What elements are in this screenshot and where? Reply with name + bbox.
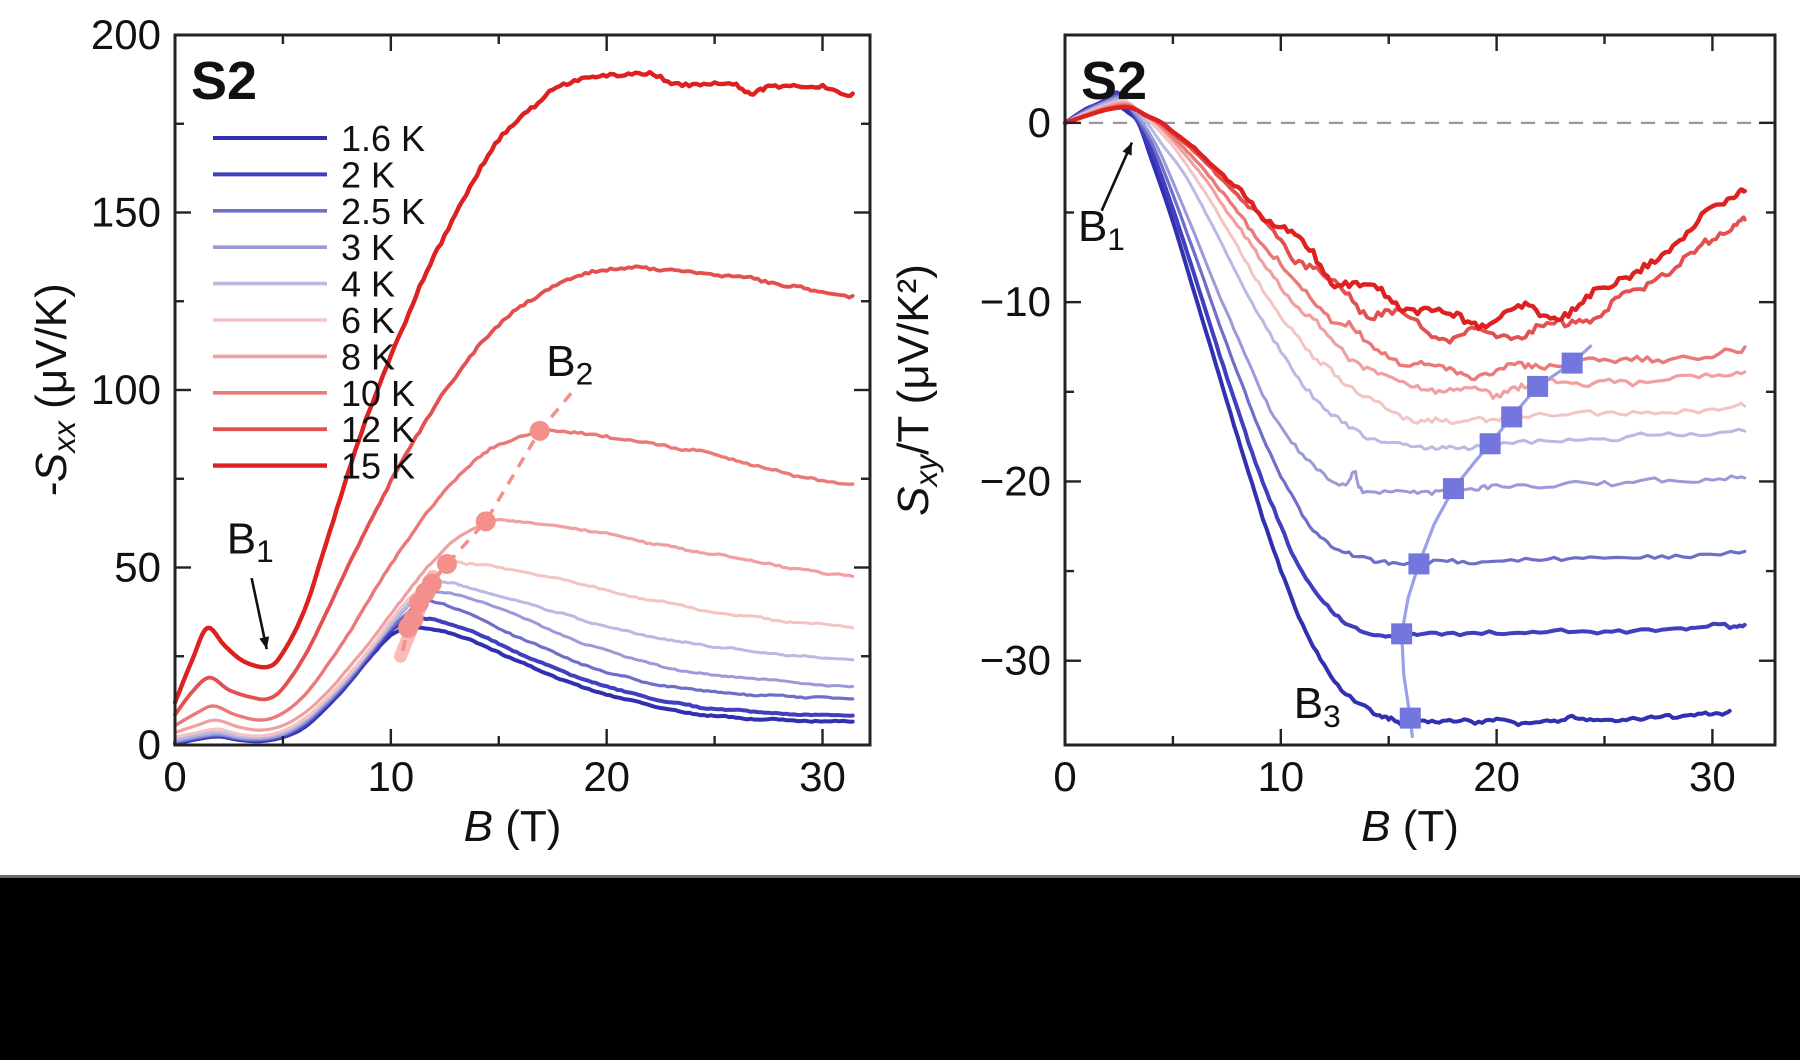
- curve-15K: [1062, 105, 1747, 332]
- y-axis-title: -Sxx (μV/K): [27, 283, 82, 496]
- curve-3K: [173, 590, 855, 743]
- legend-label: 4 K: [341, 264, 395, 305]
- y-tick-label: −20: [980, 457, 1051, 504]
- b3-square-marker: [1501, 406, 1523, 428]
- b3-markers: [1391, 344, 1593, 738]
- x-tick-label: 10: [367, 753, 414, 800]
- legend-label: 2.5 K: [341, 191, 425, 232]
- x-tick-label: 30: [799, 753, 846, 800]
- axes-frame: [1063, 33, 1777, 747]
- curves: [1062, 85, 1747, 728]
- annotation-b2: B2: [546, 337, 593, 392]
- x-axis-title: B (T): [1361, 802, 1459, 851]
- legend-label: 10 K: [341, 373, 415, 414]
- annotation-b1-arrow-head: [1122, 142, 1132, 156]
- tick-marks: [1063, 35, 1775, 745]
- legend: 1.6 K2 K2.5 K3 K4 K6 K8 K10 K12 K15 K: [213, 118, 425, 487]
- curve-10K: [1063, 102, 1747, 382]
- curve-4K: [1063, 97, 1747, 452]
- y-tick-label: −10: [980, 278, 1051, 325]
- x-tick-label: 0: [163, 753, 186, 800]
- bottom-black-bar: [0, 875, 1800, 1060]
- curve-8K: [1063, 101, 1747, 400]
- curve-3K: [1063, 96, 1747, 496]
- b2-markers: [394, 387, 577, 663]
- curve-12K: [173, 264, 855, 717]
- annotations: B1 B2: [227, 337, 593, 650]
- x-axis-title: B (T): [464, 802, 562, 851]
- annotation-b1: B1: [227, 514, 274, 569]
- b2-circle-marker: [403, 608, 424, 629]
- annotation-b1-arrow-line: [250, 577, 269, 650]
- x-tick-label: 20: [1473, 753, 1520, 800]
- panel-label: S2: [191, 51, 257, 111]
- x-tick-label: 30: [1689, 753, 1736, 800]
- x-tick-label: 10: [1257, 753, 1304, 800]
- x-tick-label: 0: [1053, 753, 1076, 800]
- panel-label: S2: [1081, 51, 1147, 111]
- y-tick-label: 50: [114, 544, 161, 591]
- panel-left: 1.6 K2 K2.5 K3 K4 K6 K8 K10 K12 K15 KB1B…: [172, 69, 855, 746]
- tick-marks: [173, 33, 870, 747]
- b3-square-marker: [1479, 433, 1501, 455]
- curve-4K: [173, 580, 855, 742]
- annotation-b1-arrow-line: [1100, 142, 1134, 212]
- b3-square-marker: [1527, 375, 1549, 397]
- legend-label: 8 K: [341, 336, 395, 377]
- b2-circle-marker: [436, 553, 457, 574]
- annotation-b3: B3: [1294, 679, 1341, 734]
- annotation-b1-arrow-head: [259, 636, 270, 650]
- curve-6K: [173, 559, 855, 739]
- legend-label: 12 K: [341, 409, 415, 450]
- y-tick-label: 200: [91, 11, 161, 58]
- legend-label: 6 K: [341, 300, 395, 341]
- y-tick-label: 100: [91, 366, 161, 413]
- legend-label: 3 K: [341, 227, 395, 268]
- b3-square-marker: [1561, 352, 1583, 374]
- b3-square-marker: [1391, 623, 1413, 645]
- curve-8K: [173, 517, 855, 735]
- legend-label: 15 K: [341, 446, 415, 487]
- curve-15K: [172, 69, 855, 705]
- b2-circle-marker: [529, 420, 550, 441]
- figure-svg: 1.6 K2 K2.5 K3 K4 K6 K8 K10 K12 K15 KB1B…: [27, 11, 1777, 851]
- b3-connecting-line: [1400, 344, 1593, 738]
- y-tick-label: 0: [1028, 99, 1051, 146]
- y-tick-label: 0: [138, 721, 161, 768]
- b2-circle-marker: [475, 511, 496, 532]
- b3-square-marker: [1442, 478, 1464, 500]
- x-tick-label: 20: [583, 753, 630, 800]
- y-axis-title: Sxy/T (μV/K²): [889, 264, 944, 516]
- b3-square-marker: [1399, 707, 1421, 729]
- legend-label: 1.6 K: [341, 118, 425, 159]
- b3-square-marker: [1408, 553, 1430, 575]
- legend-label: 2 K: [341, 154, 395, 195]
- y-tick-label: −30: [980, 637, 1051, 684]
- curve-10K: [173, 428, 855, 728]
- b2-circle-marker: [421, 573, 442, 594]
- y-tick-label: 150: [91, 189, 161, 236]
- curves: [172, 69, 855, 746]
